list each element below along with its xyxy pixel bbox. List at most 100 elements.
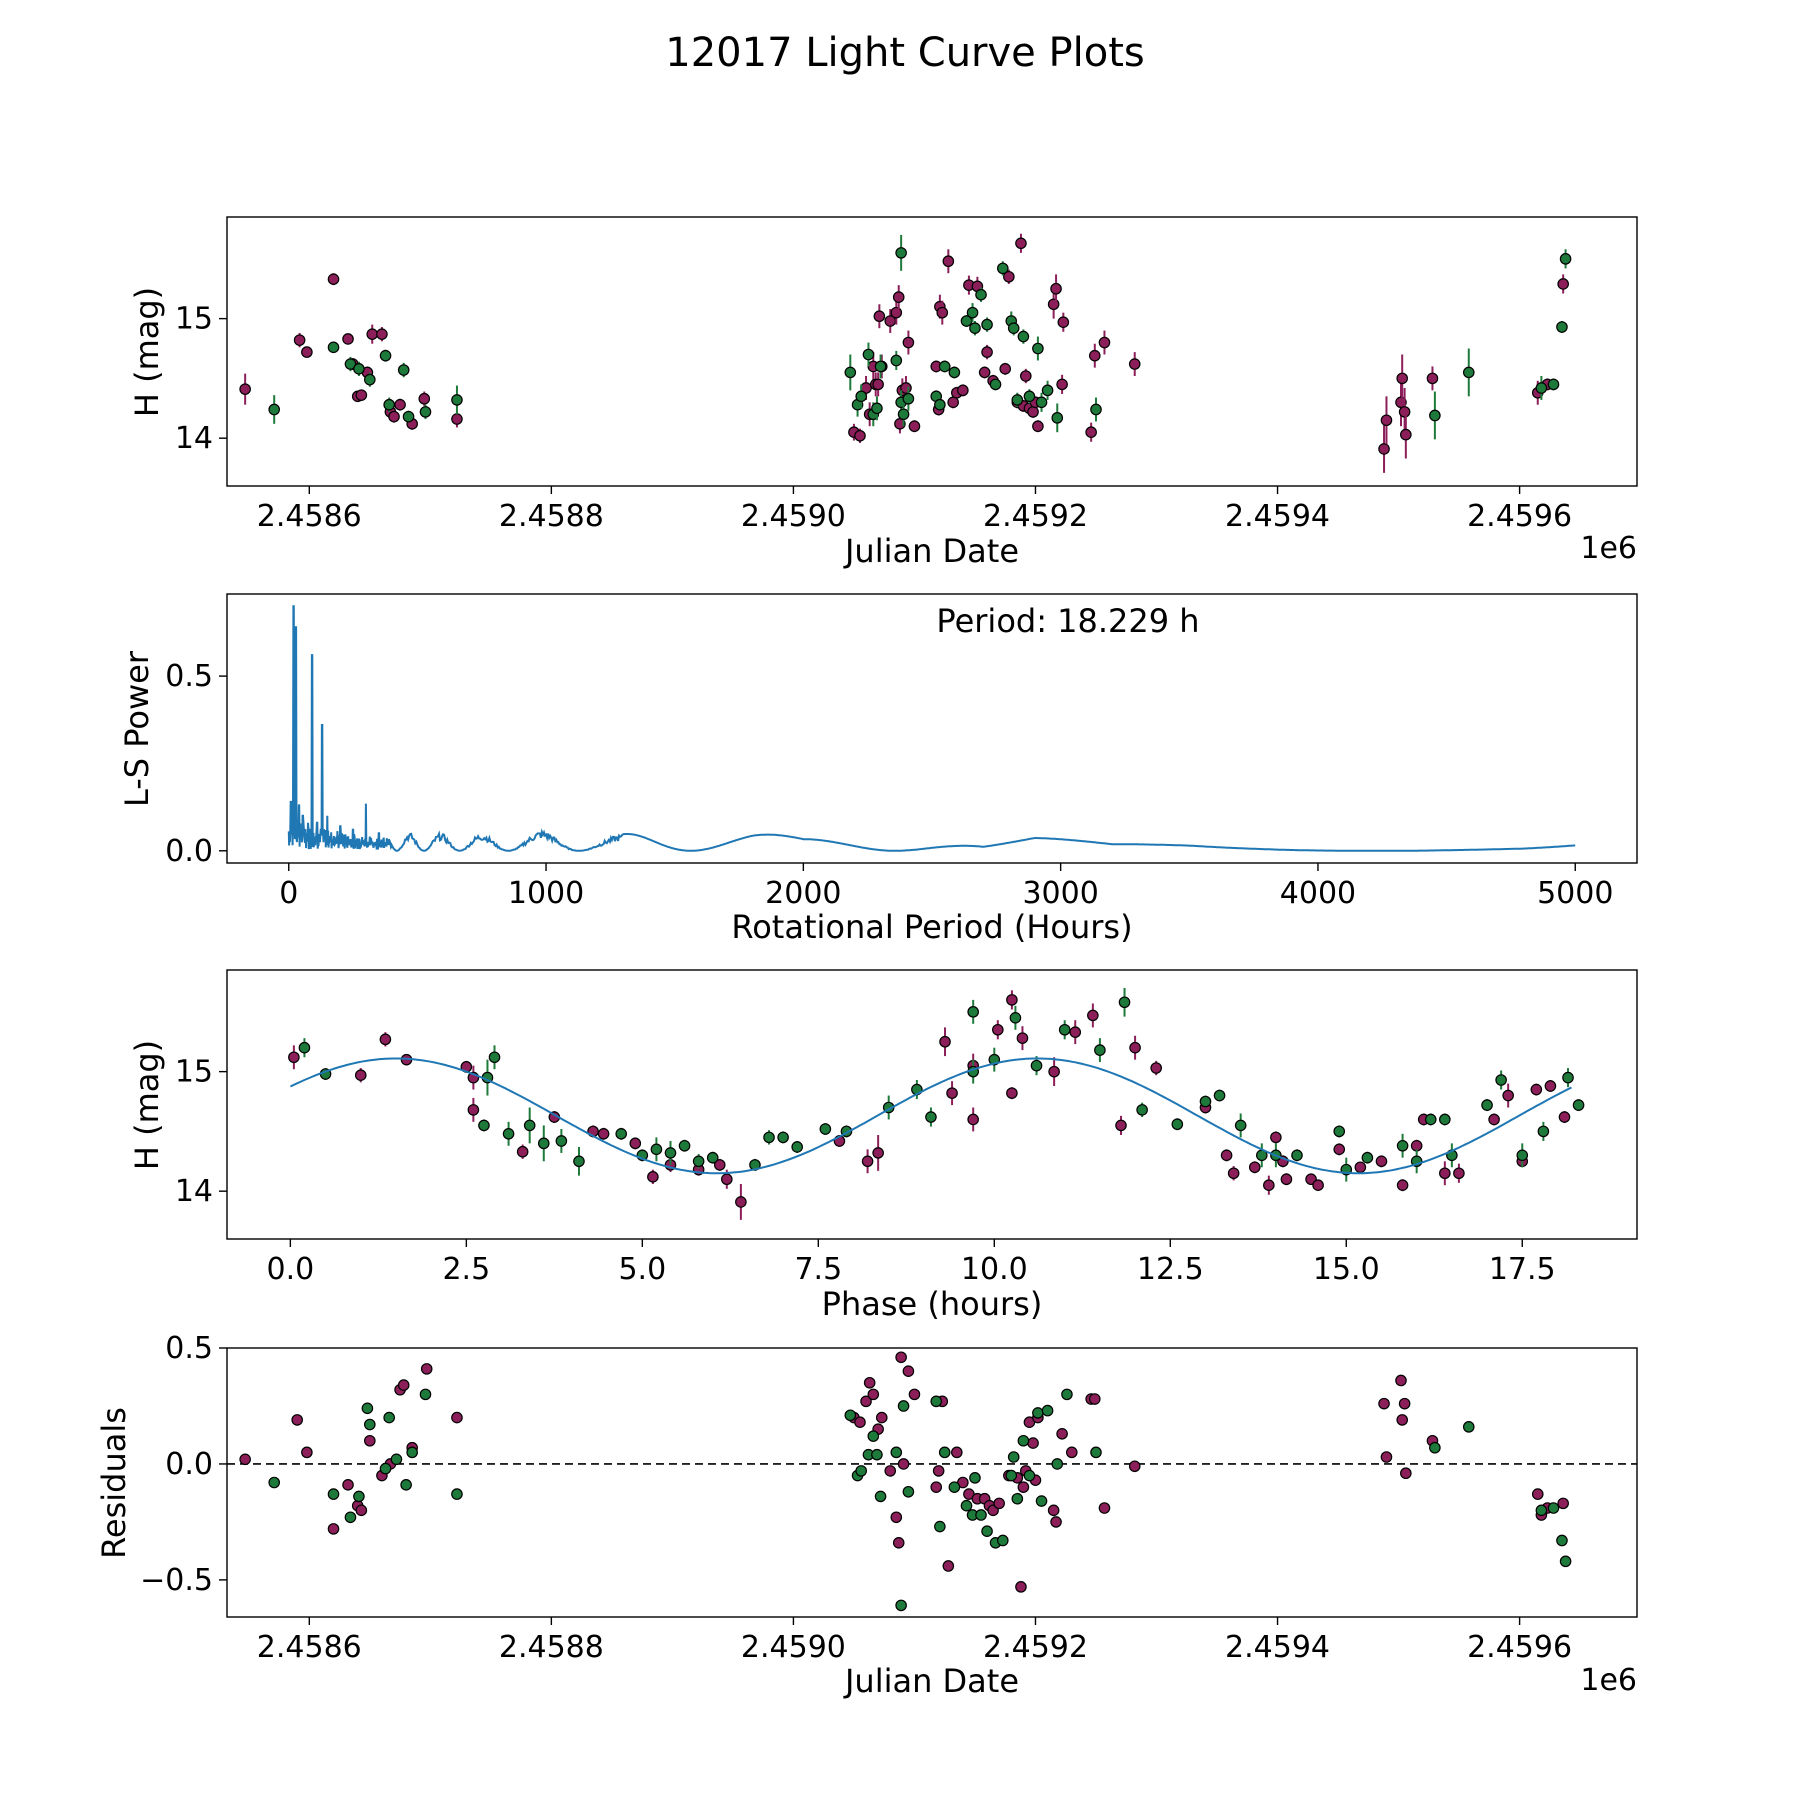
phase-point-filter-a — [1150, 1062, 1163, 1074]
light-curve-ticks: 2.4586 2.4588 2.4590 2.4592 2.4594 2.4596 14 15 — [175, 302, 1572, 534]
phase-point-filter-a — [1016, 1032, 1029, 1044]
light-curve-point-filter-a — [978, 366, 991, 379]
residuals-point-filter-b — [268, 1476, 281, 1489]
phase-point-filter-a — [1502, 1089, 1514, 1102]
light-curve-point-filter-a — [1032, 420, 1044, 433]
light-curve-point-filter-a — [1015, 237, 1027, 250]
light-curve-xtick-label: 2.4586 — [257, 499, 362, 534]
residuals-point-filter-b — [361, 1402, 374, 1415]
light-curve-axes-frame — [226, 216, 1638, 487]
phase-point-filter-a — [1544, 1080, 1557, 1092]
phase-point-filter-a — [872, 1147, 884, 1159]
light-curve-point-filter-a — [1057, 316, 1070, 329]
residuals-point-filter-a — [397, 1379, 410, 1391]
residuals-point-filter-a — [897, 1458, 910, 1470]
light-curve-point-filter-a — [301, 346, 313, 358]
phase-point-filter-a — [288, 1051, 300, 1064]
residuals-point-filter-b — [1429, 1441, 1441, 1454]
light-curve-point-filter-a — [1085, 426, 1097, 438]
residuals-point-filter-b — [390, 1453, 403, 1466]
residuals-point-filter-b — [451, 1488, 463, 1500]
phase-xtick-label: 10.0 — [961, 1252, 1028, 1287]
residuals-point-filter-a — [1017, 1481, 1030, 1493]
residuals-point-filter-b — [938, 1446, 951, 1459]
phase-point-filter-a — [1263, 1179, 1275, 1191]
residuals-point-filter-b — [997, 1534, 1009, 1547]
phase-point-filter-a — [1006, 994, 1018, 1006]
residuals-point-filter-b — [1023, 1469, 1036, 1482]
periodogram-ytick-label: 0.0 — [165, 834, 213, 869]
phase-point-filter-b — [502, 1127, 515, 1140]
phase-point-filter-a — [1270, 1131, 1282, 1144]
light-curve-point-filter-b — [364, 373, 376, 386]
phase-point-filter-a — [939, 1035, 951, 1048]
light-curve-point-filter-b — [451, 394, 463, 406]
light-curve-xtick-label: 2.4588 — [499, 499, 604, 534]
residuals-xtick-label: 2.4596 — [1467, 1630, 1572, 1665]
residuals-offset-text: 1e6 — [1580, 1663, 1637, 1698]
light-curve-point-filter-a — [942, 255, 955, 268]
phase-point-filter-b — [650, 1143, 663, 1156]
phase-point-filter-b — [1199, 1095, 1212, 1108]
phase-point-filter-b — [1030, 1059, 1043, 1072]
light-curve-point-filter-b — [938, 360, 951, 373]
light-curve-point-filter-a — [1378, 443, 1390, 455]
phase-point-filter-b — [706, 1151, 719, 1164]
light-curve-point-filter-b — [1547, 378, 1560, 391]
light-curve-point-filter-a — [981, 346, 993, 358]
light-curve-point-filter-a — [999, 363, 1012, 375]
residuals-point-filter-b — [975, 1509, 987, 1521]
residuals-point-filter-a — [908, 1388, 921, 1401]
residuals-point-filter-a — [1380, 1451, 1393, 1463]
phase-point-filter-b — [925, 1111, 937, 1123]
phase-point-filter-a — [1453, 1167, 1465, 1180]
residuals-point-filter-a — [854, 1416, 866, 1429]
light-curve-point-filter-b — [1462, 366, 1475, 379]
phase-point-filter-a — [1220, 1149, 1233, 1162]
phase-point-filter-b — [523, 1119, 536, 1132]
light-curve-xtick-label: 2.4596 — [1467, 499, 1572, 534]
residuals-point-filter-a — [890, 1511, 903, 1524]
light-curve-point-filter-b — [966, 306, 979, 319]
phase-xtick-label: 2.5 — [442, 1252, 490, 1287]
light-curve-point-filter-a — [1380, 414, 1393, 427]
residuals-point-filter-b — [1556, 1534, 1568, 1547]
light-curve-point-filter-a — [376, 328, 388, 340]
phase-point-filter-b — [488, 1051, 501, 1064]
residuals-xtick-label: 2.4588 — [499, 1630, 604, 1665]
periodogram-ylabel: L-S Power — [118, 650, 156, 807]
phase-panel: 0.0 2.5 5.0 7.5 10.0 12.5 15.0 17.5 14 15 Phase (… — [128, 969, 1638, 1323]
residuals-point-filter-a — [1047, 1504, 1060, 1517]
light-curve-point-filter-a — [1400, 428, 1412, 441]
residuals-marks — [227, 1351, 1637, 1612]
phase-point-filter-b — [1424, 1113, 1437, 1126]
residuals-point-filter-a — [860, 1395, 872, 1408]
light-curve-point-filter-a — [1128, 358, 1141, 370]
phase-point-filter-a — [967, 1113, 979, 1126]
phase-ytick-label: 14 — [175, 1174, 213, 1209]
light-curve-point-filter-b — [419, 406, 432, 418]
residuals-point-filter-b — [344, 1511, 357, 1524]
light-curve-point-filter-b — [1041, 384, 1054, 397]
light-curve-point-filter-a — [1088, 349, 1101, 362]
light-curve-point-filter-b — [397, 364, 410, 376]
light-curve-point-filter-b — [871, 402, 883, 415]
periodogram-xtick-label: 0 — [279, 876, 298, 911]
light-curve-point-filter-a — [957, 384, 969, 397]
residuals-point-filter-a — [1400, 1467, 1412, 1480]
phase-point-filter-b — [1291, 1149, 1303, 1162]
residuals-point-filter-b — [1007, 1451, 1020, 1463]
light-curve-point-filter-b — [1035, 396, 1048, 409]
residuals-point-filter-a — [1015, 1581, 1027, 1593]
periodogram-xlabel: Rotational Period (Hours) — [731, 908, 1132, 946]
light-curve-point-filter-b — [1017, 330, 1030, 343]
residuals-point-filter-b — [1035, 1495, 1048, 1507]
light-curve-point-filter-b — [1023, 390, 1036, 403]
residuals-point-filter-a — [1088, 1393, 1101, 1405]
phase-ticks: 0.0 2.5 5.0 7.5 10.0 12.5 15.0 17.5 14 15 — [175, 1055, 1556, 1287]
light-curve-point-filter-a — [293, 334, 306, 346]
residuals-point-filter-b — [981, 1525, 993, 1537]
phase-xlabel: Phase (hours) — [822, 1285, 1043, 1323]
phase-fit-curve — [289, 1057, 1572, 1175]
